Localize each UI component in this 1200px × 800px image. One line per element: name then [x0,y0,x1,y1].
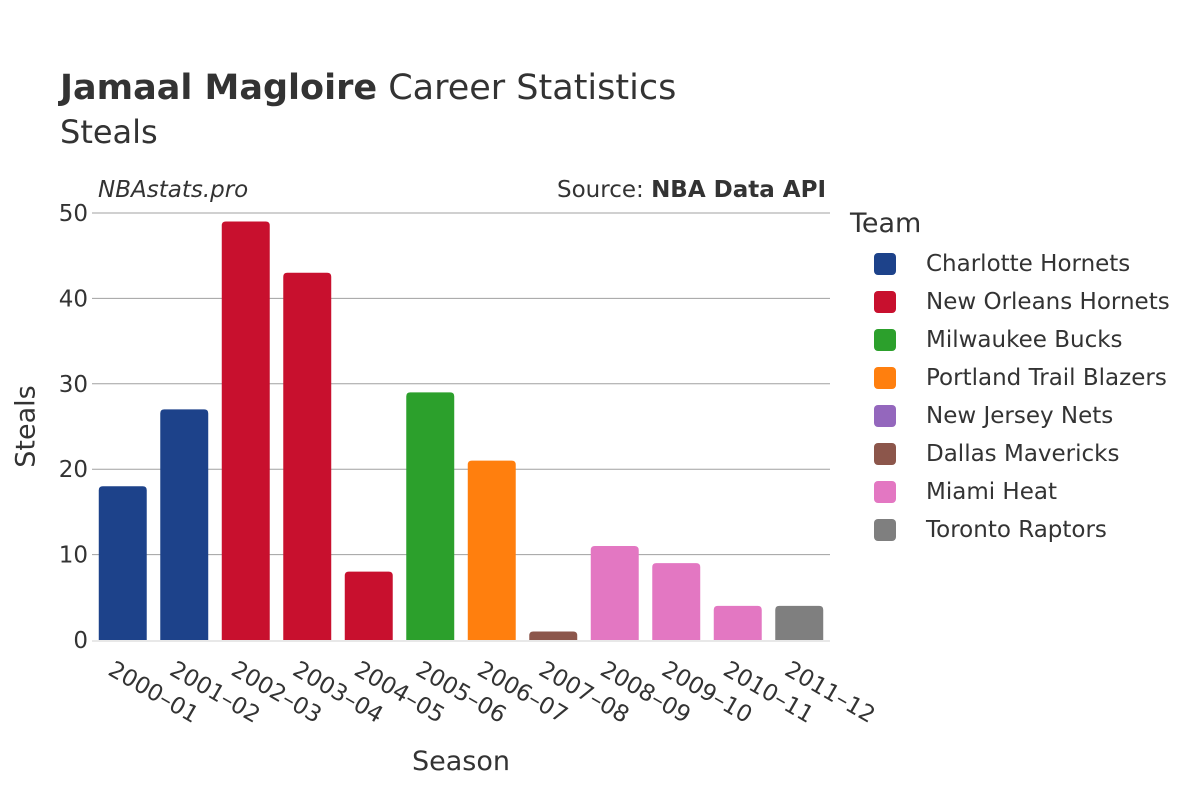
legend-title: Team [850,208,922,239]
bar [713,605,762,640]
legend-swatch [874,481,896,503]
legend-label: Miami Heat [926,479,1057,505]
chart-title: Jamaal Magloire Career Statistics [60,66,676,110]
legend-label: Dallas Mavericks [926,441,1120,467]
chart-subtitle: Steals [60,113,158,151]
y-tick-label: 20 [59,457,88,483]
bar [652,563,701,640]
bar [160,409,209,640]
source-prefix: Source: [557,177,652,203]
legend-item[interactable]: New Jersey Nets [850,397,1170,435]
legend-swatch [874,443,896,465]
y-tick-label: 50 [59,201,88,227]
bar [590,546,639,640]
bar [221,221,270,641]
legend-swatch [874,329,896,351]
legend-swatch [874,253,896,275]
legend-item[interactable]: Toronto Raptors [850,511,1170,549]
source-credit: Source: NBA Data API [557,177,826,203]
bar [529,631,578,640]
legend-items: Charlotte Hornets New Orleans Hornets Milw… [850,245,1170,549]
bar [467,460,516,640]
legend-label: New Orleans Hornets [926,289,1170,315]
bar [283,272,332,640]
y-axis-title: Steals [11,385,42,467]
bar [406,392,455,640]
legend-item[interactable]: Milwaukee Bucks [850,321,1170,359]
y-tick-label: 30 [59,372,88,398]
bar [775,605,824,640]
legend-label: Milwaukee Bucks [926,327,1123,353]
legend-item[interactable]: Miami Heat [850,473,1170,511]
legend-item[interactable]: Charlotte Hornets [850,245,1170,283]
title-rest: Career Statistics [388,68,677,108]
legend-item[interactable]: Portland Trail Blazers [850,359,1170,397]
legend-swatch [874,519,896,541]
player-name: Jamaal Magloire [60,68,378,108]
bar [98,486,147,640]
legend-swatch [874,405,896,427]
legend: Team Charlotte Hornets New Orleans Hornet… [850,208,1170,549]
legend-label: New Jersey Nets [926,403,1114,429]
legend-swatch [874,367,896,389]
legend-item[interactable]: Dallas Mavericks [850,435,1170,473]
watermark: NBAstats.pro [98,177,249,203]
y-tick-label: 10 [59,543,88,569]
legend-label: Portland Trail Blazers [926,365,1167,391]
y-tick-label: 40 [59,286,88,312]
source-name: NBA Data API [651,177,826,203]
legend-label: Charlotte Hornets [926,251,1131,277]
legend-swatch [874,291,896,313]
bar [344,571,393,640]
x-axis-title: Season [412,746,510,777]
legend-item[interactable]: New Orleans Hornets [850,283,1170,321]
y-tick-label: 0 [73,628,88,654]
legend-label: Toronto Raptors [926,517,1107,543]
